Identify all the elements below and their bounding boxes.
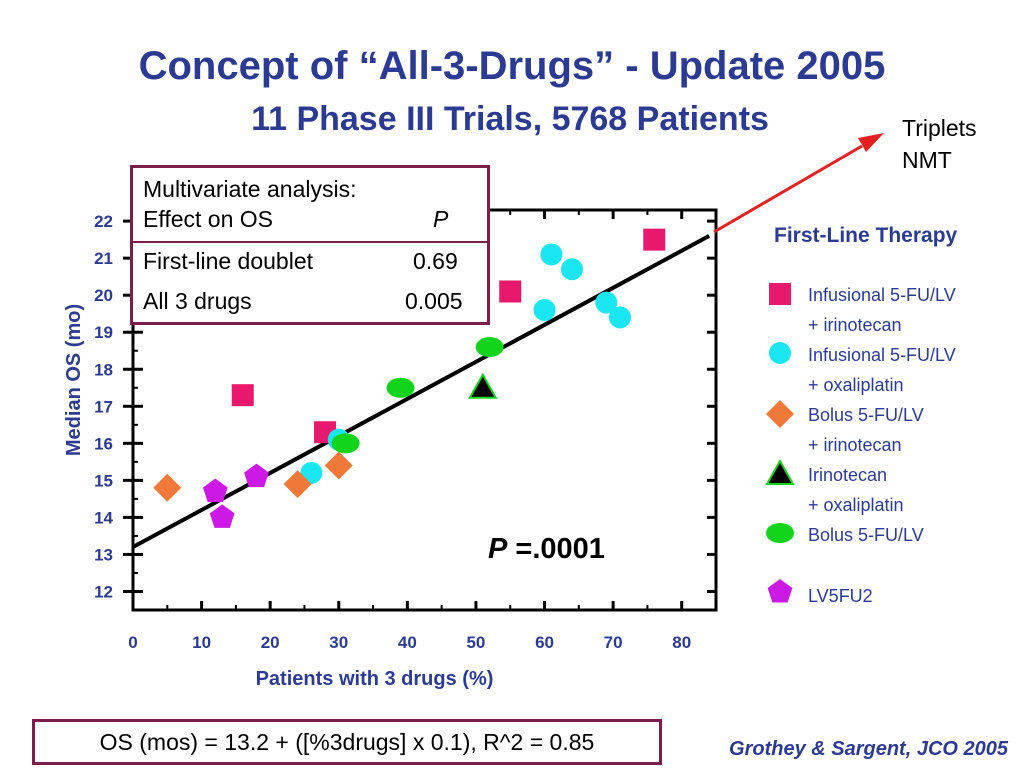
stats-divider: [133, 241, 487, 243]
y-tick-label: 16: [94, 434, 113, 453]
stats-row-doublet-value: 0.69: [413, 248, 458, 274]
ellipse-data-point: [386, 377, 415, 398]
triangle-data-point: [468, 372, 498, 399]
square-data-point: [231, 384, 254, 407]
regression-p-value: P =.0001: [488, 533, 605, 566]
triplets-arrow: [713, 133, 884, 234]
x-tick-label: 20: [261, 633, 280, 652]
slide-title: Concept of “All-3-Drugs” - Update 2005: [138, 44, 886, 88]
legend-item-3-line1: Bolus 5-FU/LV: [808, 405, 924, 425]
legend-item-5-line1: Bolus 5-FU/LV: [808, 525, 924, 545]
stats-row-all3-label: All 3 drugs: [143, 288, 252, 314]
legend-item-3-line2: + irinotecan: [808, 435, 902, 455]
legend-item-2-line1: Infusional 5-FU/LV: [808, 345, 956, 365]
pentagon-data-point: [244, 463, 269, 488]
circle-data-point: [608, 306, 631, 329]
citation: Grothey & Sargent, JCO 2005: [729, 738, 1008, 760]
stats-header: Multivariate analysis:: [143, 176, 357, 202]
stats-p-header: P: [433, 206, 449, 232]
y-tick-label: 20: [94, 286, 113, 305]
legend-triangle-icon: [765, 458, 795, 485]
arrow-head-icon: [858, 133, 884, 152]
diamond-data-point: [324, 451, 353, 480]
p-number: =.0001: [507, 533, 605, 565]
x-tick-label: 80: [672, 633, 691, 652]
x-tick-label: 10: [192, 633, 211, 652]
x-tick-label: 30: [329, 633, 348, 652]
chart-marks: [153, 228, 666, 528]
y-tick-label: 19: [94, 323, 113, 342]
x-tick-label: 70: [604, 633, 623, 652]
pentagon-data-point: [209, 504, 235, 528]
slide-subtitle: 11 Phase III Trials, 5768 Patients: [251, 100, 769, 138]
circle-data-point: [533, 299, 556, 321]
legend-square-icon: [769, 283, 791, 305]
x-tick-label: 60: [535, 633, 554, 652]
triplets-annotation: Triplets NMT: [902, 112, 977, 176]
legend-title: First-Line Therapy: [774, 224, 958, 247]
ellipse-data-point: [331, 433, 360, 454]
x-tick-label: 50: [466, 633, 485, 652]
y-tick-label: 18: [94, 360, 113, 379]
y-tick-label: 21: [94, 249, 113, 268]
legend-item-4-line1: Irinotecan: [808, 465, 888, 485]
diamond-data-point: [283, 470, 312, 499]
y-tick-label: 22: [94, 212, 113, 231]
diamond-data-point: [153, 473, 182, 502]
square-data-point: [499, 280, 522, 303]
square-data-point: [643, 228, 666, 251]
triplets-label: Triplets: [902, 115, 977, 141]
y-tick-label: 15: [94, 471, 113, 490]
stats-row-doublet-label: First-line doublet: [143, 248, 314, 274]
regression-formula: OS (mos) = 13.2 + ([%3drugs] x 0.1), R^2…: [32, 719, 662, 765]
arrow-shaft: [713, 144, 863, 234]
stats-row-all3-value: 0.005: [405, 288, 463, 314]
legend-diamond-icon: [766, 400, 794, 428]
ellipse-data-point: [475, 337, 504, 358]
circle-data-point: [560, 258, 583, 281]
x-tick-label: 40: [398, 633, 417, 652]
multivariate-analysis-box: Multivariate analysis: Effect on OS P Fi…: [130, 165, 490, 325]
x-axis-label: Patients with 3 drugs (%): [256, 668, 494, 690]
y-tick-label: 12: [94, 582, 113, 601]
circle-data-point: [540, 243, 563, 266]
p-label: P: [488, 533, 508, 565]
regression-line: [132, 234, 711, 549]
legend-item-1-line1: Infusional 5-FU/LV: [808, 285, 956, 305]
legend-circle-icon: [769, 342, 791, 364]
circle-data-point: [595, 291, 618, 314]
nmt-label: NMT: [902, 147, 952, 173]
legend-item-4-line2: + oxaliplatin: [808, 495, 904, 515]
legend-item-6-line1: LV5FU2: [808, 586, 873, 606]
y-axis-label: Median OS (mo): [63, 304, 85, 456]
y-tick-label: 14: [94, 508, 113, 527]
x-tick-label: 0: [128, 633, 137, 652]
stats-effect-label: Effect on OS: [143, 206, 273, 232]
pentagon-data-point: [202, 478, 228, 502]
legend-ellipse-icon: [766, 523, 794, 543]
legend-item-2-line2: + oxaliplatin: [808, 375, 904, 395]
y-tick-label: 13: [94, 545, 113, 564]
y-tick-label: 17: [94, 397, 113, 416]
legend-pentagon-icon: [767, 579, 793, 603]
legend-markers: [765, 283, 795, 603]
legend-item-1-line2: + irinotecan: [808, 315, 902, 335]
